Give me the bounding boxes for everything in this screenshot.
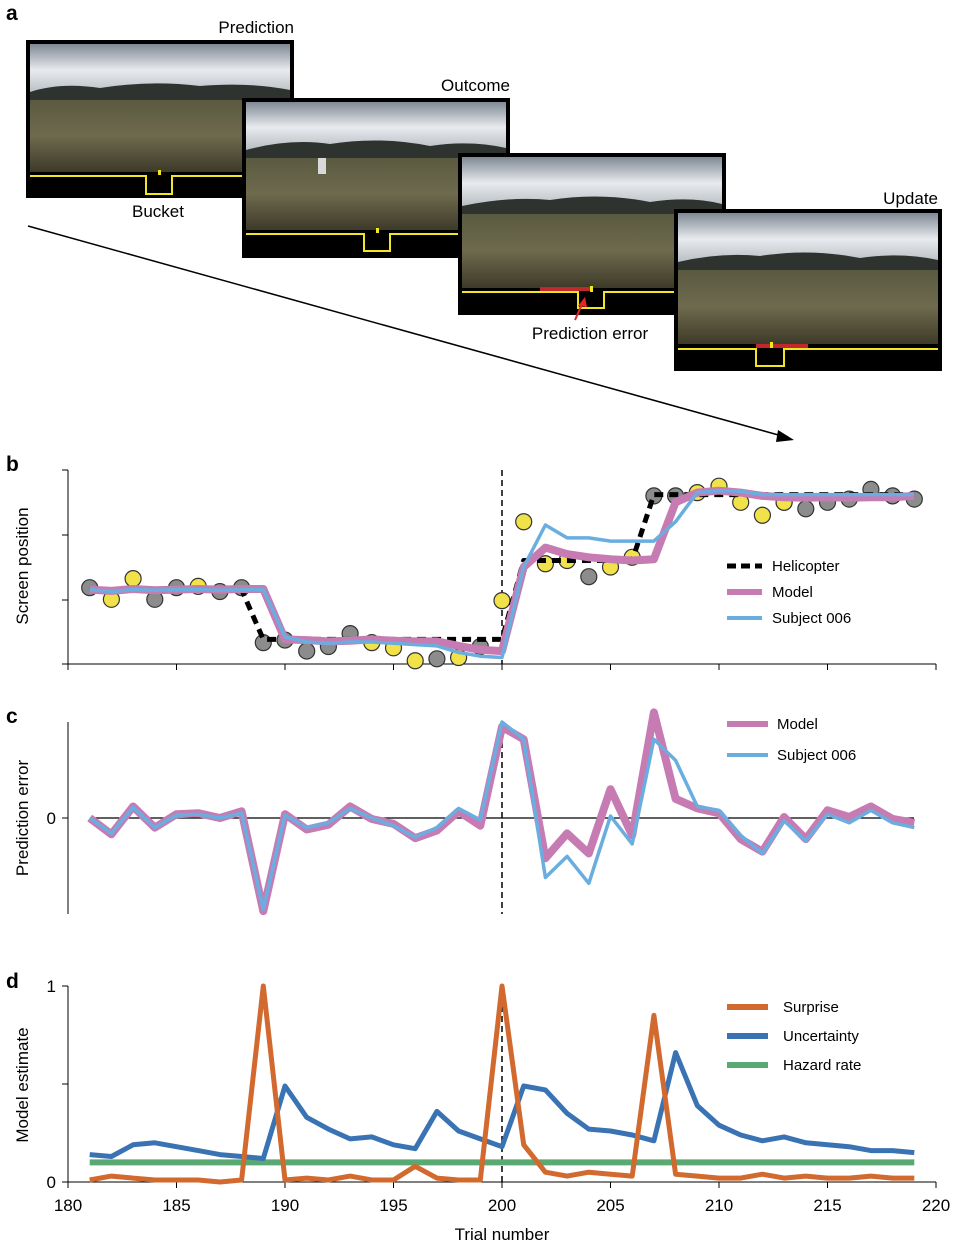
panel-label-d: d [6,970,19,993]
panel-b: b Screen position Helicopter Model Subje… [6,453,937,670]
legend-label-helicopter: Helicopter [772,558,840,575]
xtick-label-d-180: 180 [54,1196,82,1215]
legend-label-model-c: Model [777,716,818,733]
legend-label-hazard: Hazard rate [783,1057,861,1074]
legend-label-subject-b: Subject 006 [772,610,851,627]
panel-label-b: b [6,453,19,476]
panel-label-c: c [6,705,18,728]
legend-b: Helicopter Model Subject 006 [727,558,851,627]
prediction-label: Prediction [218,18,294,37]
legend-label-surprise: Surprise [783,999,839,1016]
xtick-label-d-190: 190 [271,1196,299,1215]
panel-label-a: a [6,2,18,25]
xtick-label-d-195: 195 [379,1196,407,1215]
overview-arrowhead [776,430,794,442]
prediction-error-label: Prediction error [532,324,649,343]
bucket-label: Bucket [132,202,184,221]
outcome-dot-gray [797,500,815,518]
series-model-c [87,708,915,916]
xlabel-d: Trial number [455,1225,550,1244]
ytick-label-c-0: 0 [47,809,56,828]
outcome-dot-gray [298,642,316,660]
outcome-label: Outcome [441,76,510,95]
panel-a: a Prediction Outcome Update Bucket [6,2,942,442]
outcome-dot-gray [580,568,598,586]
series-subject-c [88,720,915,911]
xtick-label-d-220: 220 [922,1196,950,1215]
legend-label-subject-c: Subject 006 [777,747,856,764]
xtick-label-d-210: 210 [705,1196,733,1215]
screen-update [674,209,942,371]
panel-c: c Prediction error 0 Model Subject 006 [6,705,915,916]
series-uncertainty [89,1050,915,1161]
outcome-dot-yellow [406,652,424,670]
ytick-label-d-1: 1 [47,977,56,996]
panel-d: d Model estimate 1 0 180 185 190 195 200 205 2… [6,970,950,1244]
xtick-label-d-205: 205 [596,1196,624,1215]
legend-c: Model Subject 006 [727,716,856,764]
series-surprise [89,983,915,1185]
xtick-label-d-200: 200 [488,1196,516,1215]
overview-arrow [27,225,783,437]
ylabel-d: Model estimate [13,1027,32,1142]
outcome-dot-yellow [515,513,533,531]
ylabel-b: Screen position [13,507,32,624]
ytick-label-d-0: 0 [47,1173,56,1192]
legend-d: Surprise Uncertainty Hazard rate [727,999,861,1074]
outcome-dot-gray [428,650,446,668]
outcome-dot-yellow [493,592,511,610]
xtick-label-d-215: 215 [813,1196,841,1215]
legend-label-model-b: Model [772,584,813,601]
xtick-label-d-185: 185 [162,1196,190,1215]
outcome-dot-yellow [124,570,142,588]
series-subject-b [89,488,915,660]
outcome-dot-yellow [753,506,772,524]
legend-label-uncertainty: Uncertainty [783,1028,859,1045]
update-label: Update [883,189,938,208]
ylabel-c: Prediction error [13,760,32,877]
